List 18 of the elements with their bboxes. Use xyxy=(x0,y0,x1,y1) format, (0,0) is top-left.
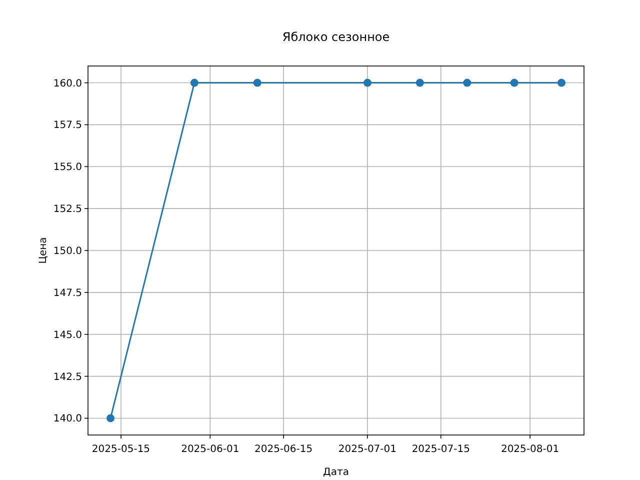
x-tick-label: 2025-06-01 xyxy=(181,444,240,455)
y-tick-label: 142.5 xyxy=(53,372,82,383)
x-tick-label: 2025-07-01 xyxy=(338,444,397,455)
x-axis-title: Дата xyxy=(323,467,349,478)
y-tick-label: 145.0 xyxy=(53,330,82,341)
y-tick-label: 150.0 xyxy=(53,246,82,257)
y-tick-label: 152.5 xyxy=(53,204,82,216)
y-axis-title: Цена xyxy=(38,237,49,264)
y-tick-label: 157.5 xyxy=(53,120,82,132)
chart-title: Яблоко сезонное xyxy=(282,30,390,44)
x-tick-label: 2025-08-01 xyxy=(500,444,560,455)
y-tick-label: 147.5 xyxy=(53,288,82,299)
y-tick-label: 140.0 xyxy=(53,414,82,425)
x-tick-label: 2025-06-15 xyxy=(254,444,313,455)
x-tick-label: 2025-07-15 xyxy=(412,444,470,455)
y-tick-label: 160.0 xyxy=(53,78,82,90)
x-tick-label: 2025-05-15 xyxy=(92,444,150,455)
y-tick-label: 155.0 xyxy=(53,162,82,174)
